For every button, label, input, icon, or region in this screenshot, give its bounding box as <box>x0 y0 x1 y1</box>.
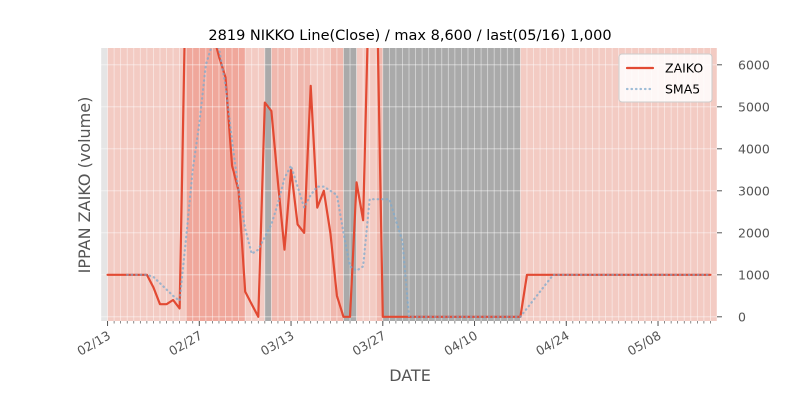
x-tick-label: 03/13 <box>258 328 297 359</box>
background-band-12 <box>382 48 521 321</box>
y-tick-label: 6000 <box>738 57 770 72</box>
x-axis-label: DATE <box>389 366 431 385</box>
legend-label-sma5: SMA5 <box>665 82 700 97</box>
background-band-3 <box>264 48 272 321</box>
series-sma5-line <box>126 48 712 318</box>
y-tick-label: 2000 <box>738 225 770 240</box>
series-lines <box>106 48 712 318</box>
y-tick-label: 5000 <box>738 99 770 114</box>
background-band-10 <box>356 48 377 321</box>
background-band-4 <box>271 48 292 321</box>
background-band-7 <box>310 48 331 321</box>
legend-box <box>618 53 713 103</box>
y-tick-label: 3000 <box>738 183 770 198</box>
x-tick-label: 04/10 <box>441 328 480 359</box>
y-tick-label: 4000 <box>738 141 770 156</box>
y-axis-label: IPPAN ZAIKO (volume) <box>75 97 94 274</box>
x-tick-label: 02/27 <box>166 328 205 359</box>
x-tick-label: 03/27 <box>350 328 389 359</box>
background-band-5 <box>291 48 298 321</box>
series-zaiko-line <box>106 48 712 318</box>
background-band-1 <box>186 48 246 321</box>
x-axis: 02/13 02/27 03/13 03/27 04/10 04/24 05/08 <box>74 321 711 359</box>
x-tick-label: 04/24 <box>533 328 572 359</box>
legend-label-zaiko: ZAIKO <box>665 61 703 76</box>
y-tick-label: 1000 <box>738 267 770 282</box>
chart-title: 2819 NIKKO Line(Close) / max 8,600 / las… <box>208 28 611 44</box>
y-tick-label: 0 <box>738 309 746 324</box>
x-tick-label: 02/13 <box>74 328 113 359</box>
y-axis: 0 1000 2000 3000 4000 5000 6000 <box>717 57 770 324</box>
x-tick-label: 05/08 <box>625 328 664 359</box>
legend: ZAIKO SMA5 <box>618 53 713 103</box>
